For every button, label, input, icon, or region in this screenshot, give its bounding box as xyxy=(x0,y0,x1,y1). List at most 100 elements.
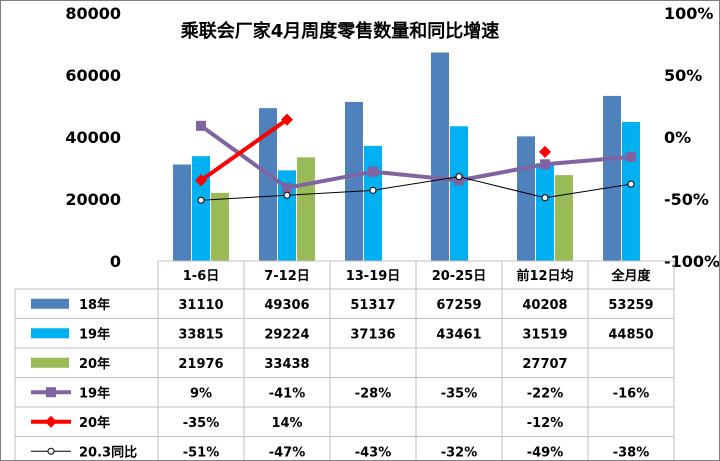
bar-1-1 xyxy=(173,164,191,261)
table-cell-1-1: 31110 xyxy=(178,298,223,313)
category-label-5: 前12日均 xyxy=(516,268,573,284)
chart-title: 乘联会厂家4月周度零售数量和同比增速 xyxy=(180,20,500,42)
table-cell-5-2: 14% xyxy=(271,416,302,431)
line-point-3-3 xyxy=(369,186,377,194)
table-cell-5-1: -35% xyxy=(183,416,220,431)
line-point-3-4 xyxy=(455,173,463,181)
line-segment-2 xyxy=(199,117,289,183)
table-cell-3-2: 33438 xyxy=(264,357,309,372)
lines-group xyxy=(195,113,636,204)
table-cell-6-5: -49% xyxy=(527,445,564,460)
legend-label-4: 19年 xyxy=(79,385,110,401)
line-point-1-1 xyxy=(196,120,206,131)
line-segment-1 xyxy=(199,123,289,190)
line-point-3-6 xyxy=(627,180,635,188)
bar-2-2 xyxy=(278,170,296,261)
table-cell-6-3: -43% xyxy=(355,445,392,460)
line-segment-3 xyxy=(544,183,632,199)
table-cell-4-1: 9% xyxy=(190,386,212,401)
category-label-4: 20-25日 xyxy=(432,269,487,284)
legend-label-2: 19年 xyxy=(79,326,110,342)
line-segment-1 xyxy=(457,162,547,183)
table-cell-1-2: 49306 xyxy=(264,298,309,313)
bar-1-2 xyxy=(259,108,277,261)
table-cell-6-2: -47% xyxy=(269,445,306,460)
line-segment-1 xyxy=(285,169,375,190)
bar-2-6 xyxy=(622,121,640,261)
line-segment-3 xyxy=(286,189,374,196)
table-cell-6-1: -51% xyxy=(183,445,220,460)
legend-marker-5 xyxy=(45,415,57,428)
line-segment-1 xyxy=(543,154,633,167)
y-left-tick-label: 40000 xyxy=(65,128,121,147)
bar-3-5 xyxy=(555,175,573,261)
line-point-3-5 xyxy=(541,194,549,202)
category-label-3: 13-19日 xyxy=(346,269,401,284)
bar-2-1 xyxy=(192,156,210,261)
legend-label-5: 20年 xyxy=(79,415,110,431)
table-cell-1-6: 53259 xyxy=(608,298,653,313)
legend-label-1: 18年 xyxy=(79,297,110,313)
legend-key-1 xyxy=(31,298,69,309)
legend-marker-4 xyxy=(46,387,56,398)
line-point-3-1 xyxy=(197,196,205,204)
category-label-1: 1-6日 xyxy=(183,269,220,284)
table-cell-4-3: -28% xyxy=(355,386,392,401)
table-cell-6-4: -32% xyxy=(441,445,478,460)
axes-group: 0 20000 40000 60000 80000 -100% -50% 0% 50% 100% xyxy=(65,4,719,271)
line-point-2-2 xyxy=(281,113,293,126)
line-segment-3 xyxy=(372,176,460,191)
line-point-1-2 xyxy=(282,182,292,193)
table-cell-3-1: 21976 xyxy=(178,357,223,372)
data-table: 1-6日 7-12日 13-19日 20-25日 前12日均 全月度 18年 31110 493… xyxy=(14,260,675,460)
table-cell-4-4: -35% xyxy=(441,386,478,401)
line-point-3-2 xyxy=(283,191,291,199)
table-cell-6-6: -38% xyxy=(613,445,650,460)
table-cell-1-4: 67259 xyxy=(436,298,481,313)
y-right-tick-label: 50% xyxy=(664,66,702,85)
table-cell-2-4: 43461 xyxy=(436,327,481,342)
category-label-2: 7-12日 xyxy=(264,269,310,284)
y-left-tick-label: 80000 xyxy=(65,4,121,23)
bar-1-6 xyxy=(603,95,621,262)
table-cell-2-3: 37136 xyxy=(350,327,395,342)
table-cell-2-5: 31519 xyxy=(522,327,567,342)
category-label-6: 全月度 xyxy=(610,268,651,284)
y-right-tick-label: -50% xyxy=(664,190,709,209)
bar-1-3 xyxy=(345,101,363,261)
table-cell-2-1: 33815 xyxy=(178,327,223,342)
bar-1-5 xyxy=(517,136,535,261)
y-left-tick-label: 60000 xyxy=(65,66,121,85)
line-point-1-4 xyxy=(454,175,464,186)
bar-1-4 xyxy=(431,52,449,261)
table-cell-5-5: -12% xyxy=(527,416,564,431)
bar-3-1 xyxy=(211,192,229,261)
table-cell-3-5: 27707 xyxy=(522,357,567,372)
table-cell-4-5: -22% xyxy=(527,386,564,401)
legend-key-2 xyxy=(31,328,69,339)
table-cell-2-6: 44850 xyxy=(608,327,653,342)
y-right-tick-label: -100% xyxy=(664,252,719,271)
line-segment-3 xyxy=(458,176,546,199)
bar-3-2 xyxy=(297,157,315,261)
line-point-2-1 xyxy=(195,174,207,187)
bar-2-3 xyxy=(364,145,382,261)
bar-2-5 xyxy=(536,163,554,261)
line-point-1-3 xyxy=(368,166,378,177)
table-cell-1-5: 40208 xyxy=(522,298,567,313)
table-cell-4-6: -16% xyxy=(613,386,650,401)
table-cell-4-2: -41% xyxy=(269,386,306,401)
line-point-1-6 xyxy=(626,151,636,162)
table-cell-2-2: 29224 xyxy=(264,327,309,342)
y-left-tick-label: 0 xyxy=(110,252,121,271)
line-point-1-5 xyxy=(540,159,550,170)
y-right-tick-label: 100% xyxy=(664,4,713,23)
line-segment-3 xyxy=(200,194,288,201)
legend-marker-6 xyxy=(47,447,55,455)
legend-label-6: 20.3同比 xyxy=(79,444,137,460)
legend-key-3 xyxy=(31,357,69,368)
table-cell-1-3: 51317 xyxy=(350,298,395,313)
y-left-tick-label: 20000 xyxy=(65,190,121,209)
